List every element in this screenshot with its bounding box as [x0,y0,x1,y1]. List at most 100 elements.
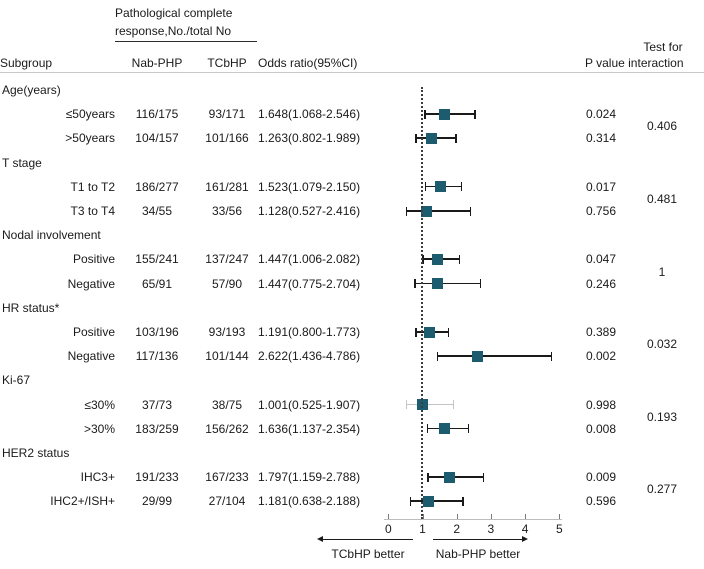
x-axis-tick [490,514,492,519]
right-arrow-head [522,536,528,542]
nab-php-value: 34/55 [141,204,173,218]
section-label: HR status* [2,300,60,315]
subgroup-label: Negative [67,276,115,291]
ci-whisker [410,500,464,502]
column-header-test-for: Test for [643,40,683,54]
p-value: 0.756 [585,204,617,218]
subgroup-label: IHC2+/ISH+ [50,494,115,509]
x-axis-tick-label: 4 [521,522,529,536]
odds-ratio-marker [423,326,435,338]
x-axis-tick [525,514,527,519]
tcbhp-value: 101/144 [205,349,249,364]
x-axis-tick-label: 3 [487,522,495,536]
nab-php-value: 104/157 [135,131,179,146]
ci-cap-right [474,109,476,119]
ci-cap-right [452,400,455,410]
odds-ratio-text: 1.648(1.068-2.546) [258,107,361,122]
section-label: T stage [2,155,42,170]
x-axis-line [384,519,562,520]
odds-ratio-marker [423,495,435,507]
subgroup-label: Positive [72,252,115,267]
interaction-p-value: 0.193 [646,409,678,424]
odds-ratio-text: 1.447(1.006-2.082) [258,252,361,267]
p-value: 0.017 [585,179,617,194]
odds-ratio-marker [421,205,433,217]
ci-whisker [414,282,481,285]
subgroup-label: Positive [72,325,115,339]
section-label: HER2 status [2,446,70,460]
p-value: 0.389 [585,325,617,339]
pcr-header-line2: response,No./total No [115,24,232,38]
left-arrow-label: TCbHP better [331,547,405,561]
ci-cap-left [436,351,439,361]
ci-cap-left [409,496,412,506]
ci-cap-right [482,472,485,482]
odds-ratio-text: 1.447(0.775-2.704) [258,276,361,291]
x-axis-tick [388,514,390,519]
tcbhp-value: 38/75 [211,397,243,412]
column-header-subgroup: Subgroup [0,56,53,70]
ci-cap-right [455,133,457,143]
section-label: Age(years) [2,83,61,97]
ci-whisker [437,355,552,357]
ci-cap-right [460,182,463,192]
p-value: 0.002 [585,349,617,364]
section-label: Ki-67 [2,373,31,388]
ci-cap-right [462,496,464,506]
right-arrow-line [433,539,522,540]
subgroup-label: >30% [83,421,115,436]
nab-php-value: 117/136 [135,349,179,364]
nab-php-value: 116/175 [135,107,179,122]
interaction-p-value: 0.481 [646,191,678,206]
tcbhp-value: 167/233 [205,470,249,485]
odds-ratio-text: 1.636(1.137-2.354) [258,421,361,436]
section-label: Nodal involvement [2,228,101,243]
subgroup-label: >50years [65,131,115,146]
ci-cap-left [427,472,429,482]
x-axis-tick-label: 1 [419,522,426,536]
odds-ratio-text: 1.128(0.527-2.416) [258,204,361,218]
odds-ratio-text: 1.523(1.079-2.150) [258,179,361,194]
ci-cap-left [405,206,408,216]
odds-ratio-text: 1.191(0.800-1.773) [258,325,361,339]
ci-whisker [406,403,454,406]
nab-php-value: 29/99 [141,494,173,509]
p-value: 0.009 [585,470,617,485]
odds-ratio-marker [432,278,444,290]
p-value: 0.246 [585,276,617,291]
interaction-p-value: 0.277 [646,482,678,497]
odds-ratio-text: 1.001(0.525-1.907) [258,397,361,412]
ci-cap-right [469,206,472,216]
right-arrow-label: Nab-PHP better [435,547,521,561]
header-separator-rule [0,72,704,73]
interaction-p-value: 0.406 [646,119,678,134]
left-arrow-head [317,536,323,542]
ci-cap-left [405,400,408,410]
odds-ratio-marker [425,132,437,144]
ci-cap-left [426,424,429,434]
ci-cap-right [479,279,482,289]
ci-whisker [427,476,484,478]
nab-php-value: 65/91 [141,276,173,291]
column-header-odds-ratio: Odds ratio(95%CI) [258,56,358,70]
tcbhp-value: 93/171 [208,107,246,122]
pcr-header-underline [115,41,257,42]
interaction-p-value: 1 [658,264,666,279]
odds-ratio-marker [472,350,484,362]
nab-php-value: 103/196 [135,325,179,339]
p-value: 0.314 [585,131,617,146]
interaction-p-value: 0.032 [646,337,678,352]
tcbhp-value: 137/247 [205,252,249,267]
subgroup-label: Negative [67,349,115,364]
tcbhp-value: 156/262 [205,421,249,436]
ci-cap-right [447,327,450,337]
column-header-nab-php: Nab-PHP [131,56,183,70]
x-axis-tick-label: 0 [384,522,392,536]
odds-ratio-marker [432,253,444,265]
p-value: 0.047 [585,252,617,267]
tcbhp-value: 161/281 [205,179,249,194]
tcbhp-value: 101/166 [205,131,249,146]
x-axis-tick [559,514,561,519]
tcbhp-value: 57/90 [211,276,243,291]
